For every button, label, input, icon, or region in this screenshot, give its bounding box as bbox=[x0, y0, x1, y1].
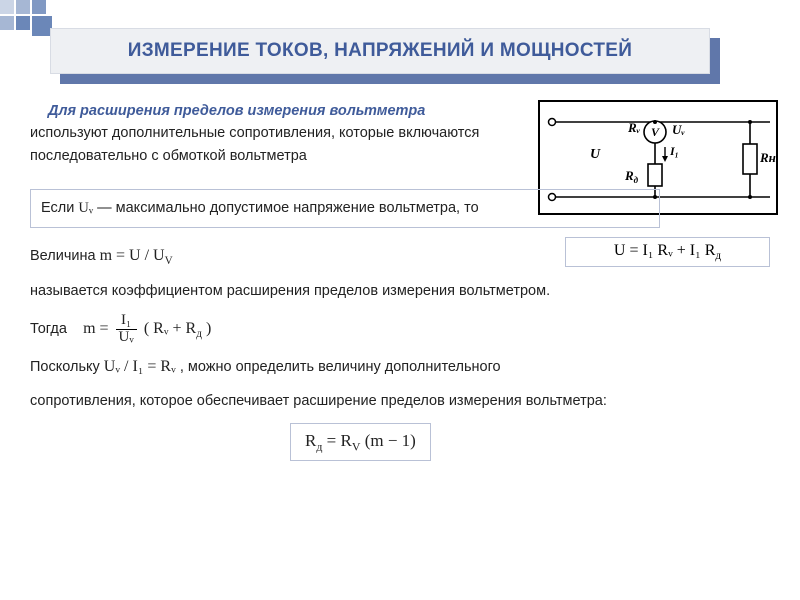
page-title: ИЗМЕРЕНИЕ ТОКОВ, НАПРЯЖЕНИЙ И МОЩНОСТЕЙ bbox=[128, 40, 632, 62]
content-area: Для расширения пределов измерения вольтм… bbox=[30, 100, 780, 461]
condition-box: Если Uᵥ — максимально допустимое напряже… bbox=[30, 189, 660, 227]
paragraph-intro: Для расширения пределов измерения вольтм… bbox=[30, 100, 480, 167]
body-text: Величина m = U / UV называется коэффицие… bbox=[30, 244, 770, 461]
title-banner: ИЗМЕРЕНИЕ ТОКОВ, НАПРЯЖЕНИЙ И МОЩНОСТЕЙ bbox=[50, 28, 750, 82]
equation-final: Rд = RV (m − 1) bbox=[290, 423, 431, 461]
